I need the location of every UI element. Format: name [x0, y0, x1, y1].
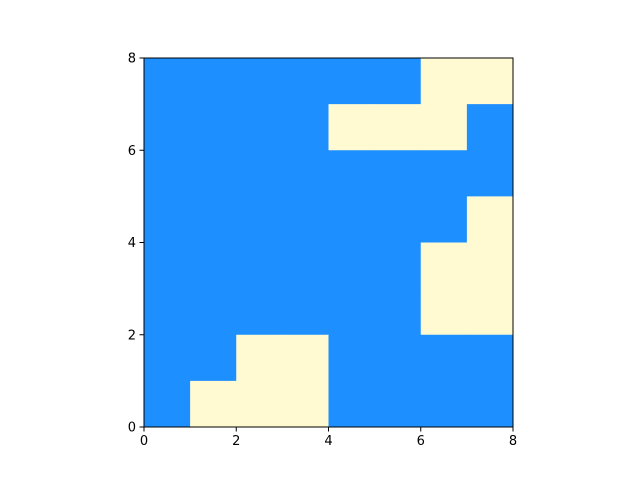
x-tick-label: 8 — [509, 434, 517, 449]
y-tick-label: 4 — [128, 236, 136, 251]
x-tick-label: 6 — [417, 434, 425, 449]
heatmap-cell — [420, 58, 468, 105]
heatmap-cell — [190, 288, 237, 336]
y-axis: 0 2 4 6 8 — [128, 52, 144, 436]
heatmap-cell — [420, 288, 468, 336]
heatmap-cell — [282, 150, 329, 197]
heatmap-cell — [420, 242, 468, 290]
x-tick-label: 2 — [232, 434, 240, 449]
y-tick-label: 8 — [128, 52, 136, 67]
heatmap-cell — [282, 196, 329, 243]
heatmap-cell — [466, 196, 514, 243]
heatmap-cell — [190, 380, 237, 428]
heatmap-cell — [466, 334, 514, 382]
heatmap-cell — [144, 242, 191, 290]
heatmap-cell — [236, 104, 283, 151]
heatmap-cell — [374, 150, 422, 197]
heatmap-cell — [190, 242, 237, 290]
heatmap-cell — [144, 380, 191, 428]
heatmap-cell — [236, 242, 283, 290]
heatmap-cell — [144, 196, 191, 243]
heatmap-cells — [144, 58, 514, 428]
heatmap-cell — [420, 196, 468, 243]
heatmap-cell — [190, 58, 237, 105]
heatmap-cell — [144, 288, 191, 336]
heatmap-cell — [282, 104, 329, 151]
heatmap-cell — [466, 380, 514, 428]
heatmap-cell — [328, 196, 376, 243]
heatmap-cell — [236, 380, 283, 428]
heatmap-cell — [374, 242, 422, 290]
heatmap-cell — [328, 58, 376, 105]
heatmap-cell — [190, 196, 237, 243]
heatmap-cell — [374, 58, 422, 105]
heatmap-cell — [190, 104, 237, 151]
heatmap-cell — [374, 104, 422, 151]
heatmap-cell — [144, 334, 191, 382]
heatmap-cell — [190, 334, 237, 382]
heatmap-cell — [144, 104, 191, 151]
heatmap-cell — [374, 334, 422, 382]
heatmap-cell — [466, 288, 514, 336]
heatmap-cell — [144, 150, 191, 197]
heatmap-cell — [236, 288, 283, 336]
heatmap-cell — [466, 150, 514, 197]
heatmap-cell — [420, 334, 468, 382]
heatmap-cell — [236, 196, 283, 243]
heatmap-cell — [282, 58, 329, 105]
heatmap-cell — [374, 380, 422, 428]
heatmap-cell — [420, 104, 468, 151]
heatmap-cell — [466, 242, 514, 290]
heatmap-cell — [328, 334, 376, 382]
y-tick-label: 2 — [128, 328, 136, 343]
heatmap-cell — [328, 288, 376, 336]
heatmap-cell — [328, 150, 376, 197]
heatmap-cell — [374, 196, 422, 243]
y-tick-label: 0 — [128, 421, 136, 436]
heatmap-cell — [236, 150, 283, 197]
heatmap-cell — [420, 380, 468, 428]
heatmap-cell — [282, 334, 329, 382]
heatmap-cell — [282, 242, 329, 290]
heatmap-cell — [328, 380, 376, 428]
heatmap-cell — [236, 58, 283, 105]
heatmap-cell — [466, 104, 514, 151]
heatmap-cell — [144, 58, 191, 105]
heatmap-cell — [328, 104, 376, 151]
heatmap-cell — [374, 288, 422, 336]
x-axis: 0 2 4 6 8 — [140, 427, 517, 449]
x-tick-label: 0 — [140, 434, 148, 449]
heatmap-cell — [190, 150, 237, 197]
heatmap-cell — [328, 242, 376, 290]
heatmap-cell — [466, 58, 514, 105]
heatmap-cell — [236, 334, 283, 382]
heatmap-cell — [282, 380, 329, 428]
y-tick-label: 6 — [128, 144, 136, 159]
heatmap-cell — [282, 288, 329, 336]
x-tick-label: 4 — [324, 434, 332, 449]
heatmap-cell — [420, 150, 468, 197]
